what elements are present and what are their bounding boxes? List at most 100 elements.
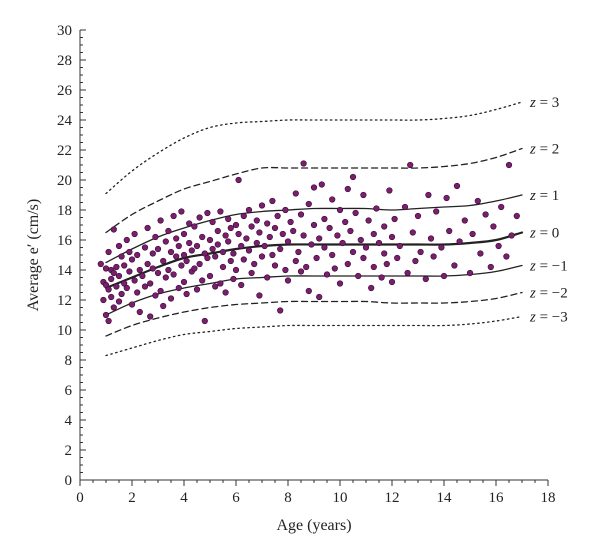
data-point	[329, 251, 336, 259]
data-point	[305, 287, 312, 295]
y-tick-label: 16	[57, 233, 73, 249]
data-point	[209, 245, 216, 253]
y-tick-label: 12	[57, 293, 72, 309]
data-point	[165, 266, 172, 274]
data-point	[147, 313, 154, 320]
data-point	[232, 221, 240, 229]
data-point	[321, 244, 328, 251]
data-point	[230, 250, 237, 257]
x-tick-label: 4	[180, 490, 188, 506]
data-point	[433, 208, 440, 215]
data-point	[495, 242, 502, 250]
data-point	[139, 272, 146, 280]
data-point	[204, 254, 211, 262]
z-curve-label: z = −3	[529, 310, 568, 326]
data-point	[292, 257, 299, 265]
data-point	[217, 208, 224, 215]
data-point	[269, 197, 276, 205]
data-point	[321, 215, 328, 223]
data-point	[297, 211, 305, 218]
data-point	[266, 233, 273, 241]
data-point	[115, 242, 123, 250]
data-point	[303, 263, 310, 271]
data-point	[134, 251, 141, 259]
data-point	[417, 248, 424, 256]
data-point	[409, 229, 416, 236]
data-point	[386, 187, 393, 194]
data-point	[365, 217, 372, 224]
z-curve-label: z = −2	[529, 286, 568, 302]
data-point	[110, 269, 117, 277]
data-point	[230, 275, 237, 283]
data-point	[362, 244, 370, 251]
data-point	[110, 226, 117, 233]
z-curve	[105, 101, 523, 195]
data-point	[222, 289, 229, 296]
data-point	[201, 317, 208, 325]
data-point	[240, 212, 247, 220]
data-point	[347, 227, 354, 235]
data-point	[513, 212, 520, 220]
data-point	[97, 260, 104, 268]
data-point	[115, 298, 123, 305]
data-point	[245, 206, 253, 214]
y-tick-label: 0	[65, 473, 73, 489]
data-point	[438, 244, 445, 251]
data-point	[136, 308, 143, 316]
data-point	[225, 215, 232, 223]
data-point	[238, 281, 245, 289]
data-point	[105, 248, 112, 256]
data-point	[227, 224, 234, 232]
data-point	[110, 304, 117, 311]
data-point	[505, 161, 513, 169]
y-tick-label: 14	[57, 263, 73, 279]
data-point	[396, 242, 403, 250]
data-point	[297, 268, 305, 275]
data-point	[287, 218, 294, 226]
x-tick-label: 0	[76, 490, 84, 506]
data-point	[243, 235, 250, 242]
data-point	[331, 265, 338, 272]
data-point	[144, 260, 151, 268]
data-point	[336, 206, 344, 214]
z-curve-label: z = 2	[529, 142, 559, 158]
data-point	[295, 248, 302, 256]
data-point	[477, 250, 484, 257]
data-point	[141, 283, 149, 290]
data-point	[300, 232, 307, 239]
data-point	[414, 212, 422, 220]
data-point	[214, 227, 221, 235]
data-point	[323, 271, 331, 278]
data-point	[113, 263, 120, 271]
data-point	[407, 161, 414, 169]
data-point	[326, 224, 333, 232]
data-point	[105, 317, 112, 325]
data-point	[235, 230, 242, 238]
data-point	[381, 250, 388, 257]
data-point	[235, 176, 242, 184]
x-tick-label: 2	[128, 490, 136, 506]
data-point	[191, 265, 198, 272]
data-point	[349, 248, 357, 256]
data-point	[157, 287, 164, 295]
data-point	[443, 194, 450, 202]
data-point	[508, 232, 515, 239]
y-tick-label: 2	[65, 443, 73, 459]
data-point	[121, 280, 128, 287]
data-point	[344, 260, 351, 268]
data-point	[193, 286, 201, 293]
data-point	[381, 223, 388, 230]
data-points	[97, 160, 520, 325]
data-point	[227, 257, 234, 265]
data-point	[105, 286, 112, 293]
data-point	[300, 160, 307, 167]
data-point	[131, 230, 138, 238]
data-point	[212, 283, 219, 290]
z-curve	[105, 194, 523, 264]
data-point	[440, 272, 448, 280]
data-point	[206, 272, 214, 280]
x-tick-label: 14	[437, 490, 453, 506]
data-point	[222, 232, 229, 239]
data-point	[264, 220, 271, 227]
data-point	[261, 242, 268, 250]
